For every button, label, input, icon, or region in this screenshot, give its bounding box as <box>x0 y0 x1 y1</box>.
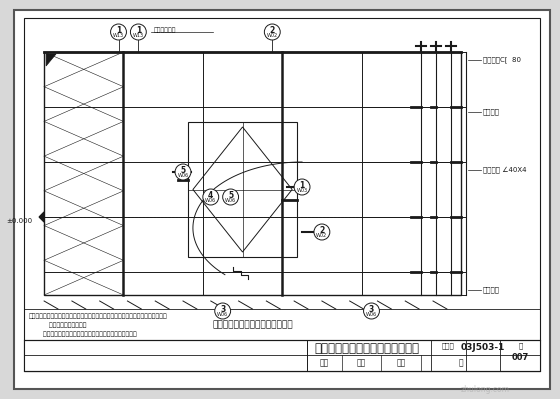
Text: W06: W06 <box>178 173 189 178</box>
Text: W03: W03 <box>296 188 307 193</box>
Text: 3: 3 <box>369 305 374 314</box>
Text: W06: W06 <box>205 198 216 203</box>
Text: 5: 5 <box>180 166 185 175</box>
Text: ±0.000: ±0.000 <box>6 218 32 224</box>
Text: 顶槽铝板C[  80: 顶槽铝板C[ 80 <box>483 57 521 63</box>
Bar <box>24 340 540 371</box>
Bar <box>188 122 297 257</box>
Circle shape <box>314 224 330 240</box>
Text: W06: W06 <box>366 312 377 317</box>
Text: W13: W13 <box>113 33 124 38</box>
Text: 007: 007 <box>512 354 529 363</box>
Text: 底槽铝板: 底槽铝板 <box>483 287 500 293</box>
Text: 注：一、本平立面是干挂石材墙面，外侧钢龙骨分格按照实际情况调整相关尺寸大样: 注：一、本平立面是干挂石材墙面，外侧钢龙骨分格按照实际情况调整相关尺寸大样 <box>29 313 168 319</box>
Text: 图集号: 图集号 <box>441 343 454 349</box>
Text: W06: W06 <box>217 312 228 317</box>
Text: 其他构件做法见图纸。: 其他构件做法见图纸。 <box>29 322 87 328</box>
Polygon shape <box>39 212 44 222</box>
Text: 4: 4 <box>208 191 213 200</box>
Circle shape <box>175 164 191 180</box>
Text: 2: 2 <box>319 226 325 235</box>
Text: 干挂石材墙面（密缝）立面示意图: 干挂石材墙面（密缝）立面示意图 <box>212 320 293 330</box>
Circle shape <box>214 303 231 319</box>
Circle shape <box>130 24 146 40</box>
Bar <box>24 18 540 371</box>
Text: 审核: 审核 <box>319 358 329 367</box>
Text: zhulong.com: zhulong.com <box>461 385 510 395</box>
Text: 铝材规格 ∠40X4: 铝材规格 ∠40X4 <box>483 167 526 174</box>
Circle shape <box>264 24 280 40</box>
Circle shape <box>363 303 380 319</box>
Text: 图: 图 <box>459 358 463 367</box>
Text: W02: W02 <box>267 33 278 38</box>
Text: 1: 1 <box>136 26 141 35</box>
Bar <box>44 52 461 295</box>
Text: 1: 1 <box>300 181 305 190</box>
Text: 页: 页 <box>518 343 522 349</box>
Circle shape <box>223 189 239 205</box>
Text: W02: W02 <box>316 233 328 238</box>
Polygon shape <box>46 54 56 66</box>
Text: 3: 3 <box>220 305 225 314</box>
Text: 顶槽铝板: 顶槽铝板 <box>483 109 500 115</box>
Text: 5: 5 <box>228 191 233 200</box>
Text: 2: 2 <box>270 26 275 35</box>
Circle shape <box>294 179 310 195</box>
Circle shape <box>110 24 127 40</box>
Text: 校对: 校对 <box>357 358 366 367</box>
Text: 设计: 设计 <box>396 358 406 367</box>
Circle shape <box>203 189 219 205</box>
Text: 防火岩棉构造: 防火岩棉构造 <box>153 27 176 33</box>
Text: W06: W06 <box>225 198 236 203</box>
Text: W13: W13 <box>133 33 144 38</box>
Text: 干挂石材墙面（密缝）立面示意图: 干挂石材墙面（密缝）立面示意图 <box>314 342 419 356</box>
Text: 1: 1 <box>116 26 121 35</box>
Text: 03J503-1: 03J503-1 <box>460 342 505 352</box>
Text: 二、角码和挂件等规格根据情况，（建议分布使用规格）: 二、角码和挂件等规格根据情况，（建议分布使用规格） <box>29 331 137 337</box>
